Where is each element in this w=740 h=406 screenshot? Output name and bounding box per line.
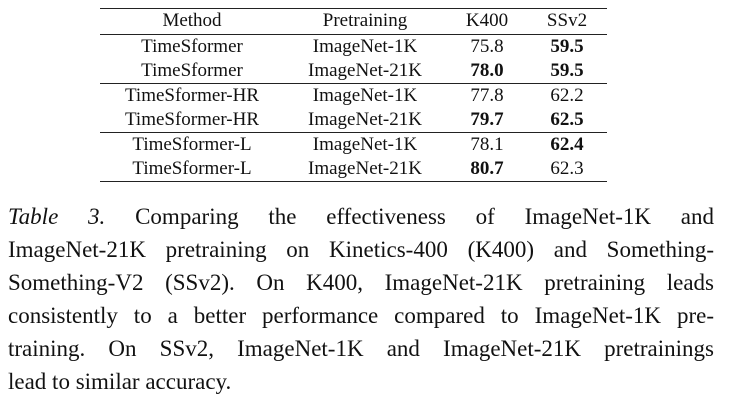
table-row: TimeSformer ImageNet-1K 75.8 59.5 [100,35,607,59]
caption-line: lead to similar accuracy. [8,365,714,398]
caption-text: Comparing the effectiveness of ImageNet-… [135,204,715,229]
table-cell: TimeSformer-L [132,158,252,179]
caption-label: Table 3. [8,204,106,229]
table-row: TimeSformer-HR ImageNet-21K 79.7 62.5 [100,108,607,132]
table-cell: 62.5 [550,109,584,130]
caption-line: Table 3. Comparing the effectiveness of … [8,200,714,233]
table-row: TimeSformer-L ImageNet-21K 80.7 62.3 [100,157,607,181]
table-cell: 59.5 [550,36,584,57]
table-cell: ImageNet-21K [308,60,422,81]
table-cell: 75.8 [470,36,504,57]
table-row: TimeSformer-HR ImageNet-1K 77.8 62.2 [100,84,607,108]
table: Method Pretraining K400 SSv2 TimeSformer Imag… [100,8,607,182]
table-cell: TimeSformer [141,36,243,57]
row-group: TimeSformer-L ImageNet-1K 78.1 62.4 TimeSfor… [100,133,607,181]
header-cell: Pretraining [322,10,408,31]
caption-line: training. On SSv2, ImageNet-1K and Image… [8,332,714,365]
table-cell: ImageNet-21K [308,109,422,130]
caption-line: consistently to a better performance com… [8,299,714,332]
table-cell: TimeSformer-L [132,134,252,155]
table-cell: ImageNet-1K [312,85,418,106]
table-cell: 80.7 [470,158,504,179]
table-cell: ImageNet-1K [312,134,418,155]
table-row: TimeSformer ImageNet-21K 78.0 59.5 [100,59,607,83]
table-cell: 62.3 [550,158,584,179]
table-cell: ImageNet-1K [312,36,418,57]
table-cell: TimeSformer-HR [124,85,260,106]
table-cell: 79.7 [470,109,504,130]
caption-text: training. On SSv2, ImageNet-1K and Image… [8,336,714,361]
caption-text: lead to similar accuracy. [8,369,232,394]
row-group: TimeSformer ImageNet-1K 75.8 59.5 TimeSforme… [100,35,607,84]
caption-line: ImageNet-21K pretraining on Kinetics-400… [8,233,714,266]
table-cell: 78.1 [470,134,504,155]
header-cell: Method [162,10,222,31]
table-cell: 78.0 [470,60,504,81]
table-cell: 59.5 [550,60,584,81]
table-cell: 62.4 [550,134,584,155]
header-row: Method Pretraining K400 SSv2 [100,9,607,35]
table-cell: 62.2 [550,85,584,106]
caption-line: Something-V2 (SSv2). On K400, ImageNet-2… [8,266,714,299]
table-row: TimeSformer-L ImageNet-1K 78.1 62.4 [100,133,607,157]
header-cell: SSv2 [546,10,588,31]
table-cell: ImageNet-21K [308,158,422,179]
row-group: TimeSformer-HR ImageNet-1K 77.8 62.2 TimeSfo… [100,84,607,133]
table-cell: TimeSformer-HR [124,109,260,130]
table-cell: TimeSformer [141,60,243,81]
header-cell: K400 [465,10,509,31]
caption-text: consistently to a better performance com… [8,303,714,328]
caption: Table 3. Comparing the effectiveness of … [8,200,714,398]
caption-text: Something-V2 (SSv2). On K400, ImageNet-2… [8,270,714,295]
caption-text: ImageNet-21K pretraining on Kinetics-400… [8,237,714,262]
table-cell: 77.8 [470,85,504,106]
